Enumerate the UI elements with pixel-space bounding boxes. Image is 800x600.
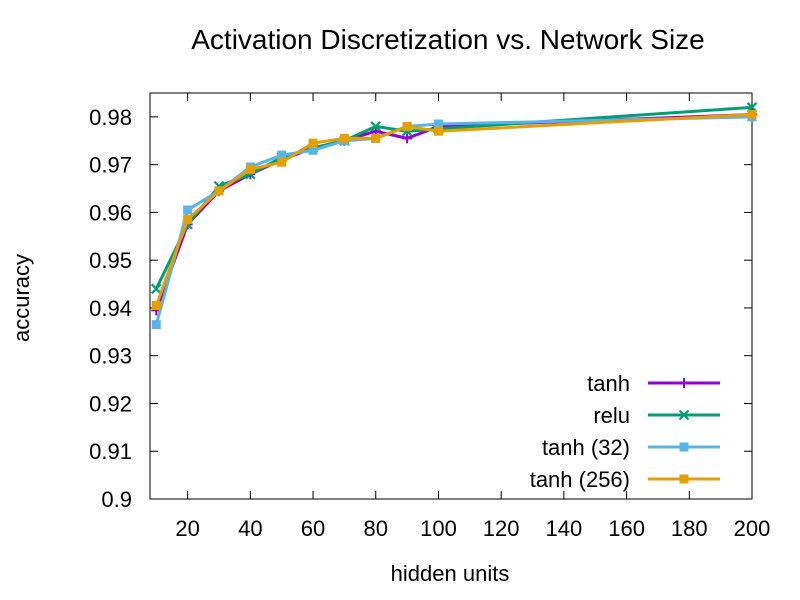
x-tick-label: 60 bbox=[301, 516, 325, 541]
y-tick-label: 0.96 bbox=[89, 200, 132, 225]
data-point bbox=[339, 133, 349, 143]
legend-marker bbox=[678, 409, 690, 421]
data-point bbox=[371, 133, 381, 143]
data-point bbox=[245, 164, 255, 174]
x-tick-label: 140 bbox=[546, 516, 583, 541]
series-layer bbox=[150, 102, 758, 330]
x-tick-label: 20 bbox=[175, 516, 199, 541]
data-point bbox=[214, 186, 224, 196]
data-point bbox=[747, 109, 757, 119]
data-point bbox=[308, 138, 318, 148]
x-tick-label: 160 bbox=[608, 516, 645, 541]
data-point bbox=[308, 145, 318, 155]
x-tick-label: 40 bbox=[238, 516, 262, 541]
chart-title: Activation Discretization vs. Network Si… bbox=[191, 24, 705, 55]
x-tick-label: 80 bbox=[364, 516, 388, 541]
series-tanh-256 bbox=[151, 109, 757, 311]
x-tick-label: 200 bbox=[734, 516, 771, 541]
y-tick-label: 0.98 bbox=[89, 105, 132, 130]
legend-marker bbox=[679, 378, 689, 388]
series-line bbox=[154, 112, 753, 311]
series-line bbox=[154, 115, 753, 326]
legend-label: tanh bbox=[587, 371, 630, 396]
legend-label: tanh (256) bbox=[530, 467, 630, 492]
legend-marker bbox=[679, 442, 689, 452]
x-tick-label: 100 bbox=[420, 516, 457, 541]
axis-ticks: 20 40 60 80 100 120 140 160 180 200 0.9 0.91 0.92 0.9… bbox=[89, 93, 770, 541]
y-tick-label: 0.93 bbox=[89, 344, 132, 369]
y-tick-label: 0.92 bbox=[89, 391, 132, 416]
plot-frame bbox=[149, 92, 753, 500]
legend-label: tanh (32) bbox=[542, 435, 630, 460]
data-point bbox=[150, 283, 162, 295]
data-point bbox=[402, 133, 413, 144]
legend-marker bbox=[679, 474, 689, 484]
legend: tanh relu tanh (32) tanh (256) bbox=[530, 371, 720, 492]
x-tick-label: 180 bbox=[671, 516, 708, 541]
x-axis-label: hidden units bbox=[391, 561, 510, 586]
series-line bbox=[154, 105, 753, 290]
series-line bbox=[154, 112, 753, 307]
data-point bbox=[370, 121, 382, 132]
y-tick-label: 0.95 bbox=[89, 248, 132, 273]
series-tanh-32 bbox=[151, 112, 757, 330]
data-point bbox=[183, 215, 193, 225]
data-point bbox=[433, 126, 443, 136]
data-point bbox=[151, 301, 161, 311]
y-tick-label: 0.9 bbox=[101, 487, 132, 512]
legend-label: relu bbox=[593, 403, 630, 428]
series-tanh bbox=[151, 109, 757, 316]
y-tick-label: 0.91 bbox=[89, 439, 132, 464]
data-point bbox=[277, 157, 287, 167]
data-point bbox=[402, 121, 412, 131]
data-point bbox=[151, 320, 161, 330]
y-tick-label: 0.97 bbox=[89, 153, 132, 178]
data-point bbox=[433, 119, 443, 129]
data-point bbox=[277, 150, 287, 160]
x-tick-label: 120 bbox=[483, 516, 520, 541]
data-point bbox=[183, 205, 193, 215]
y-tick-label: 0.94 bbox=[89, 296, 132, 321]
y-axis-label: accuracy bbox=[9, 254, 34, 342]
